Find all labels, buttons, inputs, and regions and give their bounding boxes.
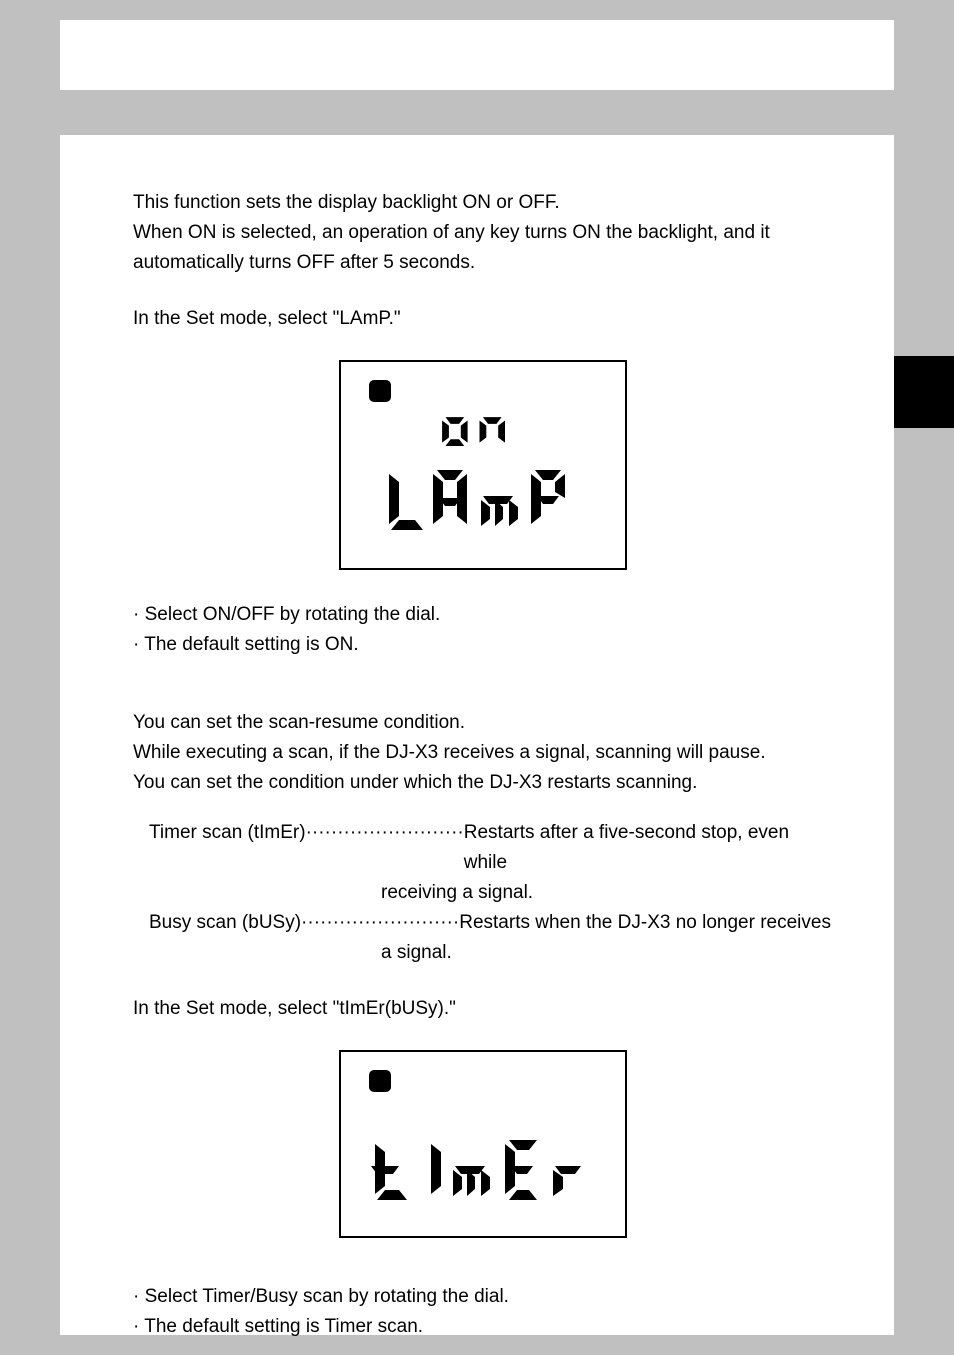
lcd-display-lamp — [339, 360, 627, 570]
definition-desc-cont: a signal. — [149, 938, 833, 968]
page-content: This function sets the display backlight… — [133, 188, 833, 1342]
lcd-display-timer — [339, 1050, 627, 1238]
text-line: You can set the condition under which th… — [133, 768, 833, 798]
lcd-indicator-dot — [369, 1070, 391, 1092]
spacer — [363, 1102, 603, 1136]
section2-setmode: In the Set mode, select "tImEr(bUSy)." — [133, 994, 833, 1024]
section2-definitions: Timer scan (tImEr) ·····················… — [133, 818, 833, 968]
side-tab-marker — [894, 356, 954, 428]
definition-label: Busy scan (bUSy) — [149, 908, 301, 938]
section1-bullets: · Select ON/OFF by rotating the dial. · … — [133, 600, 833, 660]
lcd-indicator-dot — [369, 380, 391, 402]
page: This function sets the display backlight… — [60, 20, 894, 1335]
definition-label: Timer scan (tImEr) — [149, 818, 306, 878]
text-line: While executing a scan, if the DJ-X3 rec… — [133, 738, 833, 768]
dot-leader: ························· — [306, 818, 464, 878]
bullet-line: · Select Timer/Busy scan by rotating the… — [133, 1282, 833, 1312]
definition-desc-cont: receiving a signal. — [149, 878, 833, 908]
text-line: When ON is selected, an operation of any… — [133, 218, 833, 278]
section1-intro: This function sets the display backlight… — [133, 188, 833, 278]
definition-desc: Restarts when the DJ-X3 no longer receiv… — [459, 908, 833, 938]
definition-row: Timer scan (tImEr) ·····················… — [149, 818, 833, 878]
section1-setmode: In the Set mode, select "LAmP." — [133, 304, 833, 334]
spacer — [133, 1268, 833, 1282]
definition-row: Busy scan (bUSy) ·······················… — [149, 908, 833, 938]
bullet-line: · Select ON/OFF by rotating the dial. — [133, 600, 833, 630]
section2-intro: You can set the scan-resume condition. W… — [133, 708, 833, 798]
spacer — [133, 686, 833, 708]
definition-desc: Restarts after a five-second stop, even … — [464, 818, 833, 878]
lcd-segment-timer — [369, 1136, 597, 1210]
lcd-segment-on-lamp — [383, 412, 583, 542]
text-line: You can set the scan-resume condition. — [133, 708, 833, 738]
header-bar — [60, 90, 894, 135]
text-line: This function sets the display backlight… — [133, 188, 833, 218]
bullet-line: · The default setting is Timer scan. — [133, 1312, 833, 1342]
dot-leader: ························· — [301, 908, 459, 938]
section2-bullets: · Select Timer/Busy scan by rotating the… — [133, 1282, 833, 1342]
bullet-line: · The default setting is ON. — [133, 630, 833, 660]
